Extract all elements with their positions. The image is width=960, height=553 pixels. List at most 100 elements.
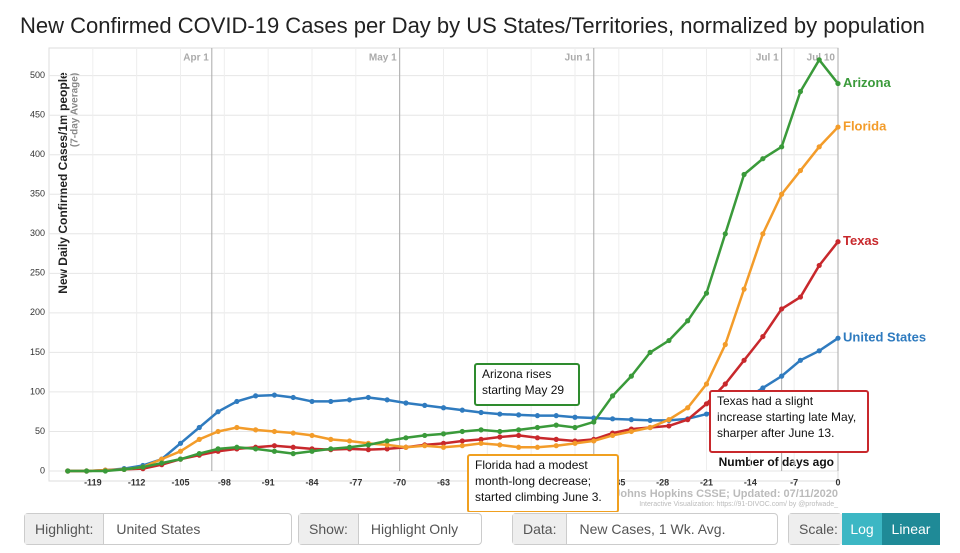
y-tick-label: 450 [30,110,45,120]
label: Data: [513,514,568,544]
point [741,286,747,292]
highlight-select[interactable]: Highlight: United States [24,513,292,545]
annotation-text: increase starting late May, [717,410,856,424]
point [440,440,447,446]
point [647,424,653,431]
point [703,381,710,387]
point [159,456,165,462]
x-tick-label: -84 [305,477,318,487]
point [685,417,691,423]
point [196,436,202,442]
point [478,440,484,446]
log-button[interactable]: Log [842,513,882,545]
x-tick-label: -28 [656,477,669,487]
label: Highlight: [25,514,105,544]
x-tick-label: -7 [790,477,798,487]
point [835,239,841,245]
point [497,411,503,417]
x-tick-label: -63 [437,477,450,487]
point [365,394,371,401]
point [422,443,428,449]
point [572,424,578,431]
point [516,444,522,450]
point [609,393,616,399]
point [797,167,804,174]
annotation-box [709,390,869,453]
point [779,144,785,150]
point [177,448,184,454]
point [553,443,559,449]
point [816,144,822,150]
point [215,428,221,435]
point [346,397,353,403]
point [459,438,465,444]
point [553,436,559,442]
point [666,423,672,429]
y-tick-label: 400 [30,149,45,159]
y-tick-label: 50 [35,426,45,436]
annotation-text: month-long decrease; [475,474,591,488]
point [553,422,559,428]
point [177,456,184,462]
point [797,294,804,300]
y-axis-sublabel: (7-day Average) [70,73,81,147]
point [760,333,766,340]
point [497,442,503,448]
point [516,427,522,433]
point [271,443,278,449]
x-tick-label: -112 [128,477,146,487]
date-label: May 1 [369,53,397,64]
annotation-text: Arizona rises [482,367,551,381]
point [403,400,409,406]
point [253,393,259,399]
point [177,440,184,446]
point [440,405,447,411]
chart-title: New Confirmed COVID-19 Cases per Day by … [20,13,925,38]
point [797,88,804,95]
point [459,407,465,413]
x-tick-label: -77 [349,477,362,487]
point [609,416,616,422]
point [478,409,484,416]
point [459,428,465,435]
show-select[interactable]: Show: Highlight Only [298,513,482,545]
point [478,427,484,433]
point [835,335,841,341]
point [703,401,710,407]
date-label: Jun 1 [565,53,592,64]
point [384,438,390,444]
linear-button[interactable]: Linear [882,513,940,545]
point [290,444,296,450]
point [741,357,747,363]
point [741,171,747,178]
point [215,446,221,452]
point [703,290,710,296]
source-sub: Interactive Visualization: https://91-DI… [639,501,838,508]
point [253,446,259,452]
point [422,402,428,408]
x-tick-label: 0 [835,477,840,487]
point [328,398,334,405]
series-label: Arizona [843,75,891,90]
x-tick-label: -105 [171,477,189,487]
point [102,468,108,474]
label: Scale: [789,514,848,544]
point [346,444,353,450]
point [760,385,766,391]
x-tick-label: -14 [744,477,757,487]
y-tick-label: 300 [30,228,45,238]
point [516,432,522,439]
point [309,398,315,405]
date-label: Jul 1 [756,53,779,64]
y-tick-label: 100 [30,386,45,396]
point [722,381,728,387]
data-select[interactable]: Data: New Cases, 1 Wk. Avg. [512,513,778,545]
point [384,397,390,403]
point [271,392,278,398]
point [271,448,278,454]
point [534,424,541,431]
point [440,444,447,450]
point [65,468,71,474]
point [290,451,296,457]
point [403,444,409,450]
